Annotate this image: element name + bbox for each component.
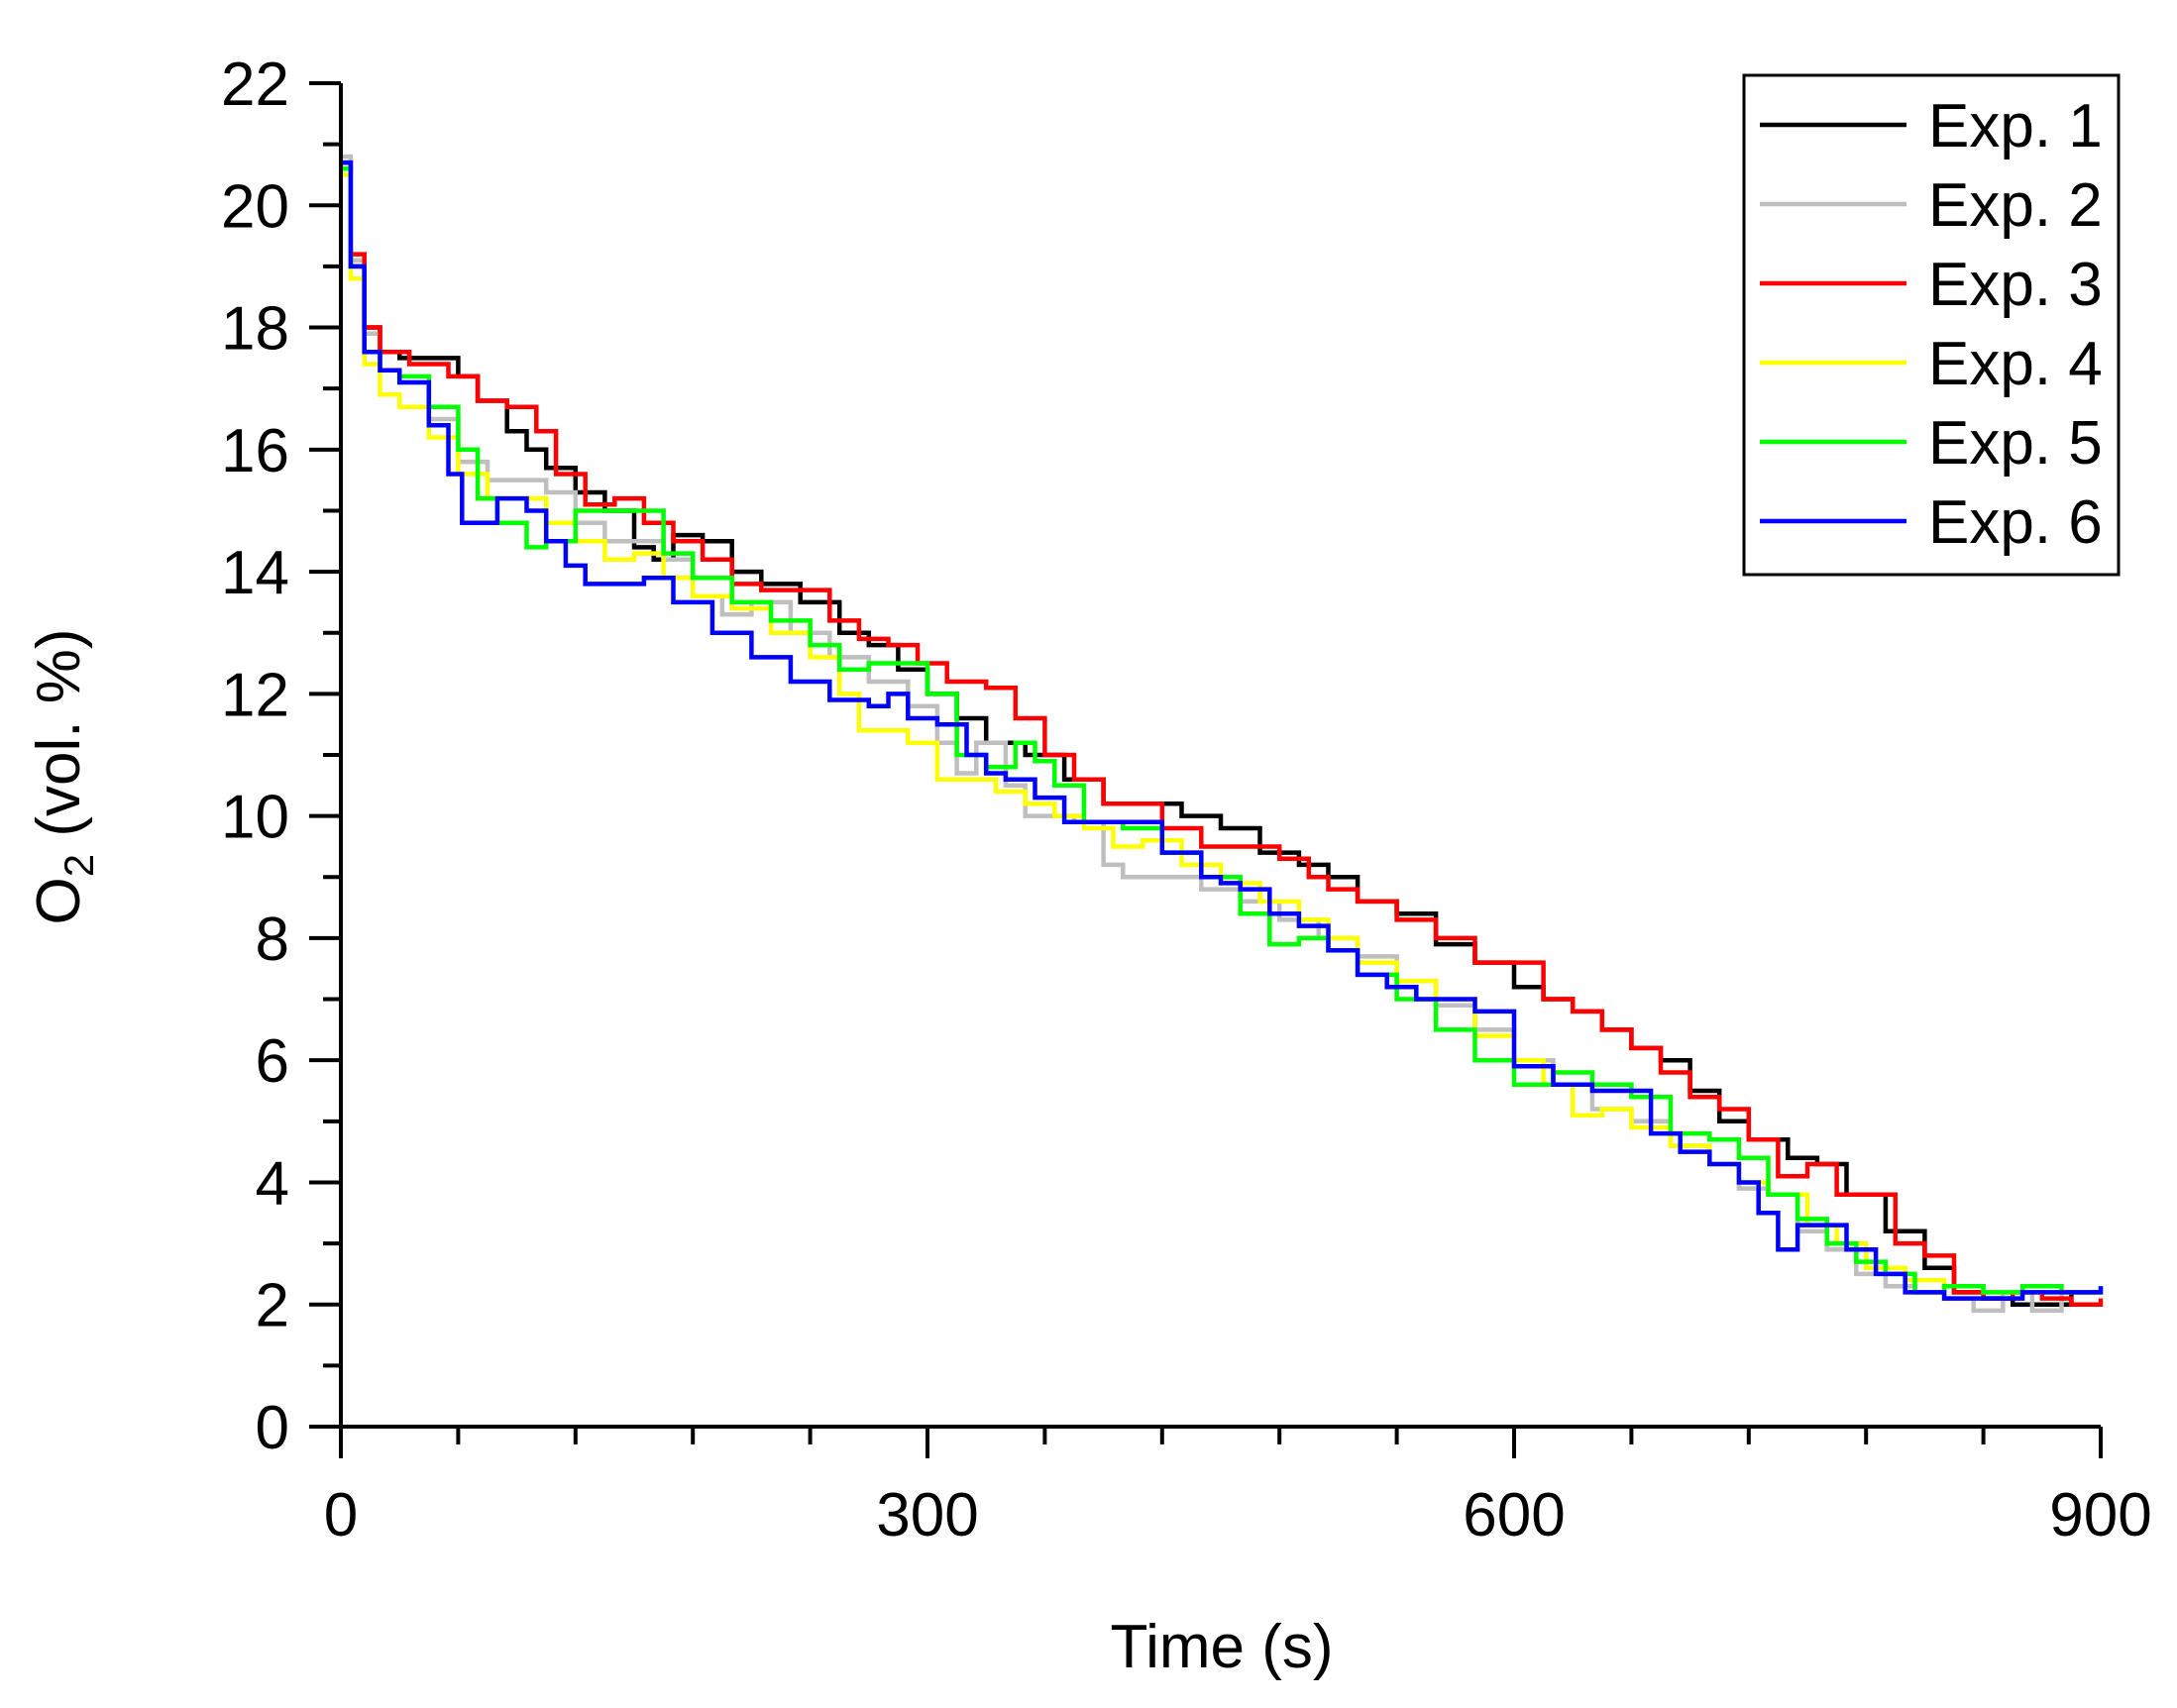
y-tick-label: 18	[221, 295, 289, 364]
y-tick-label: 6	[256, 1027, 289, 1096]
legend-label-exp-2: Exp. 2	[1928, 171, 2103, 240]
y-tick-label: 0	[256, 1394, 289, 1462]
series-line-exp-5	[341, 166, 2104, 1295]
legend-label-exp-3: Exp. 3	[1928, 251, 2103, 319]
legend: Exp. 1 Exp. 2 Exp. 3 Exp. 4 Exp. 5 Exp. 6	[1742, 73, 2121, 577]
y-tick-label: 14	[221, 539, 289, 607]
y-tick-label: 2	[256, 1272, 289, 1340]
y-axis-title-subscript: 2	[55, 854, 102, 877]
x-tick-label: 900	[2049, 1481, 2151, 1549]
x-tick-label: 600	[1463, 1481, 1565, 1549]
series-line-exp-3	[341, 166, 2104, 1307]
x-tick-label: 300	[876, 1481, 978, 1549]
legend-label-exp-4: Exp. 4	[1928, 330, 2103, 398]
series-line-exp-6	[341, 160, 2104, 1301]
x-axis-title: Time (s)	[1111, 1613, 1334, 1681]
y-axis-title: O2 (vol. %)	[25, 629, 102, 925]
y-tick-label: 10	[221, 784, 289, 852]
y-tick-label: 22	[221, 51, 289, 119]
y-tick-label: 4	[256, 1149, 289, 1218]
legend-frame	[1742, 73, 2121, 577]
legend-label-exp-1: Exp. 1	[1928, 92, 2103, 160]
ticks: 0 300 600 900 0 2 4 6 8 10 12 14 16 18 20 22	[221, 51, 2152, 1549]
y-axis-title-prefix: O	[25, 877, 93, 924]
y-tick-label: 8	[256, 906, 289, 974]
legend-label-exp-6: Exp. 6	[1928, 488, 2103, 557]
legend-label-exp-5: Exp. 5	[1928, 409, 2103, 478]
x-tick-label: 0	[324, 1481, 358, 1549]
series-line-exp-2	[341, 154, 2101, 1314]
y-tick-label: 20	[221, 172, 289, 241]
plot-area	[341, 154, 2104, 1314]
y-axis-title-suffix: (vol. %)	[25, 629, 93, 854]
y-tick-label: 16	[221, 417, 289, 485]
y-tick-label: 12	[221, 661, 289, 729]
